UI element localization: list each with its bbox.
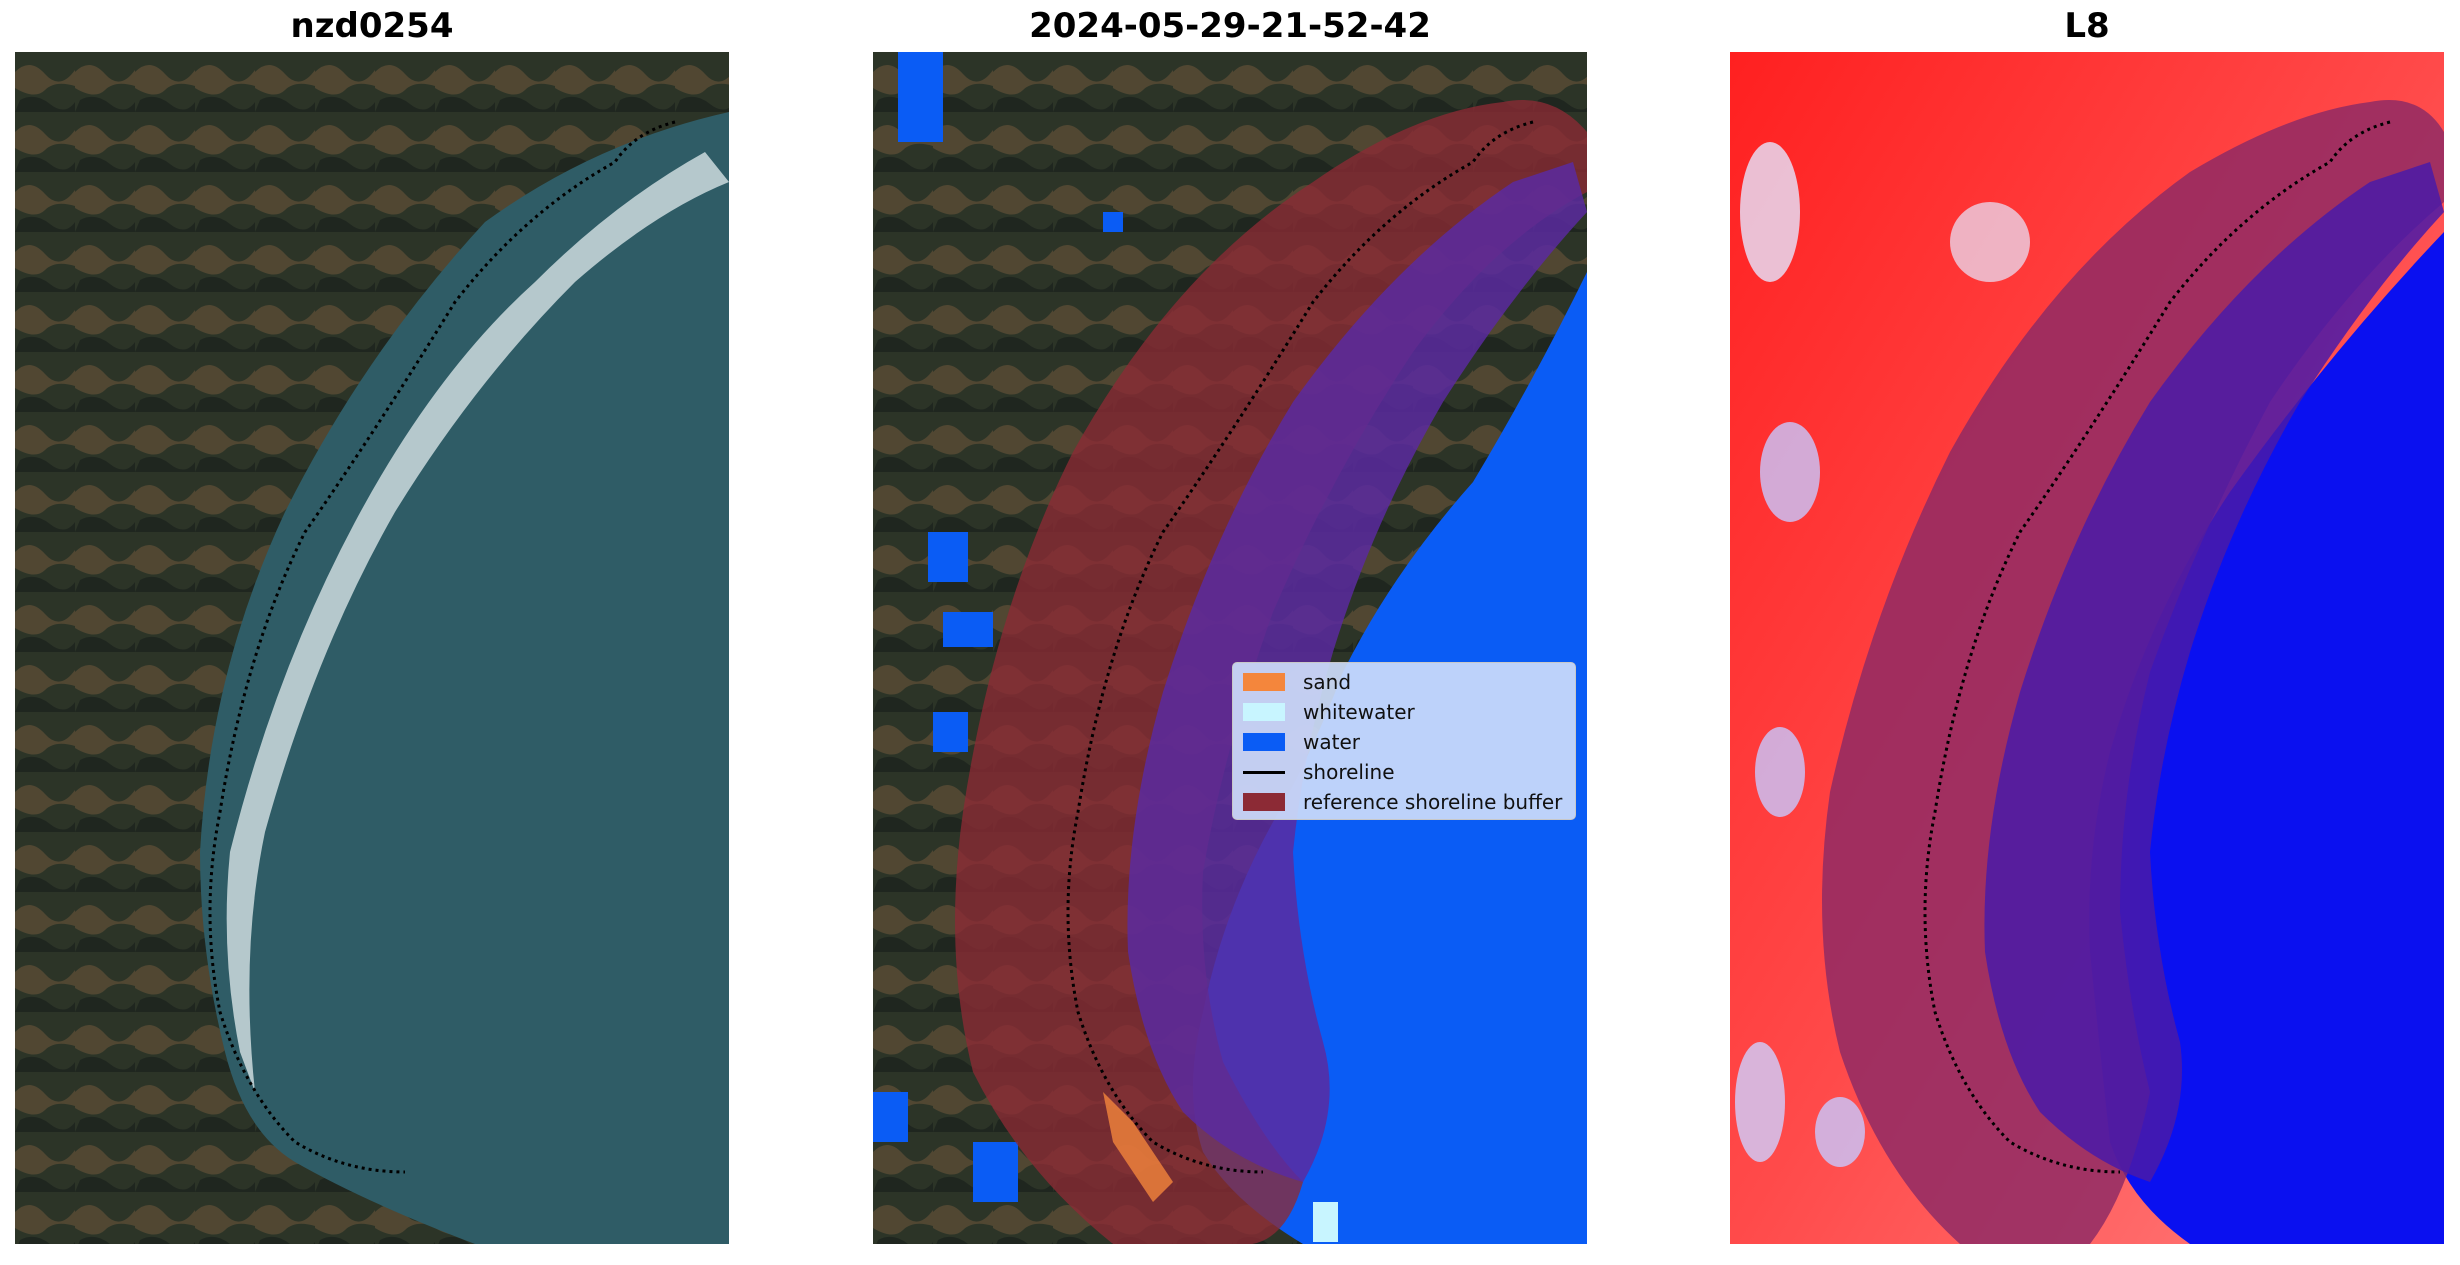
classified-image — [873, 52, 1587, 1244]
legend-swatch-sand — [1243, 673, 1285, 691]
panel-title-classified: 2024-05-29-21-52-42 — [1029, 6, 1431, 46]
legend-label: water — [1303, 730, 1360, 754]
legend-label: sand — [1303, 670, 1352, 694]
legend-swatch-whitewater — [1243, 703, 1285, 721]
legend-item-sand: sand — [1243, 667, 1565, 697]
index-image — [1730, 52, 2444, 1244]
legend-swatch-water — [1243, 733, 1285, 751]
panel-title-index: L8 — [2064, 6, 2110, 46]
reference-shoreline-buffer — [955, 100, 1587, 1244]
legend-item-water: water — [1243, 727, 1565, 757]
legend: sand whitewater water shoreline referenc… — [1232, 662, 1576, 820]
shoreline-line — [208, 120, 676, 1174]
legend-swatch-shoreline — [1243, 770, 1285, 774]
legend-item-buffer: reference shoreline buffer — [1243, 787, 1565, 817]
legend-label: reference shoreline buffer — [1303, 790, 1563, 814]
legend-label: shoreline — [1303, 760, 1395, 784]
legend-item-shoreline: shoreline — [1243, 757, 1565, 787]
legend-swatch-buffer — [1243, 793, 1285, 811]
legend-label: whitewater — [1303, 700, 1415, 724]
panel-title-rgb: nzd0254 — [290, 6, 454, 46]
legend-item-whitewater: whitewater — [1243, 697, 1565, 727]
rgb-satellite-image — [15, 52, 729, 1244]
